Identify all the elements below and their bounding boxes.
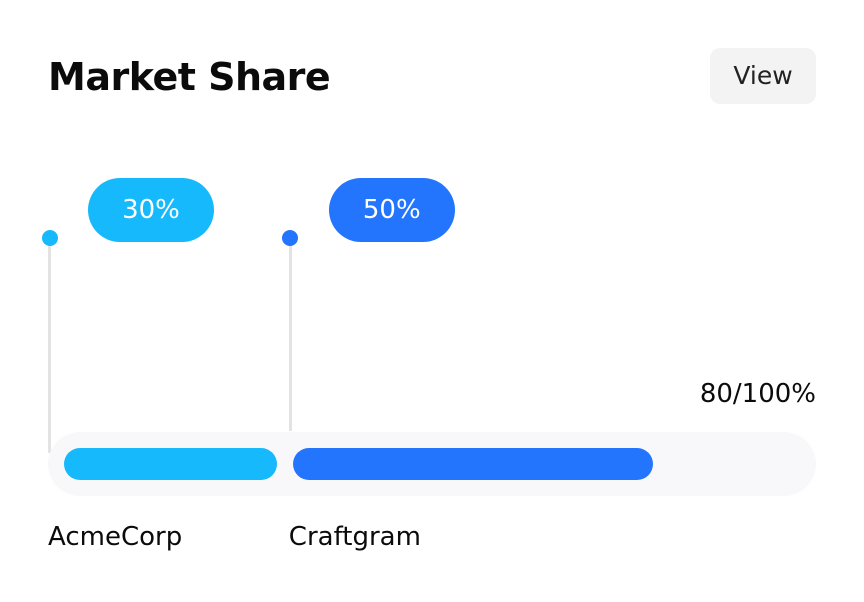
- total-share-label: 80/100%: [699, 379, 816, 409]
- craftgram-marker-line: [288, 238, 292, 431]
- craftgram-marker-dot: [282, 230, 299, 246]
- view-button[interactable]: View: [710, 48, 816, 104]
- acmecorp-marker-dot: [41, 230, 58, 246]
- craftgram-value-label: 50%: [328, 178, 455, 242]
- acmecorp-marker-line: [48, 238, 51, 453]
- page-title: Market Share: [48, 55, 331, 99]
- acmecorp-bar-segment: [64, 448, 277, 480]
- craftgram-category-label: Craftgram: [288, 522, 421, 552]
- acmecorp-category-label: AcmeCorp: [48, 522, 183, 552]
- acmecorp-value-label: 30%: [88, 178, 214, 242]
- craftgram-bar-segment: [292, 448, 653, 480]
